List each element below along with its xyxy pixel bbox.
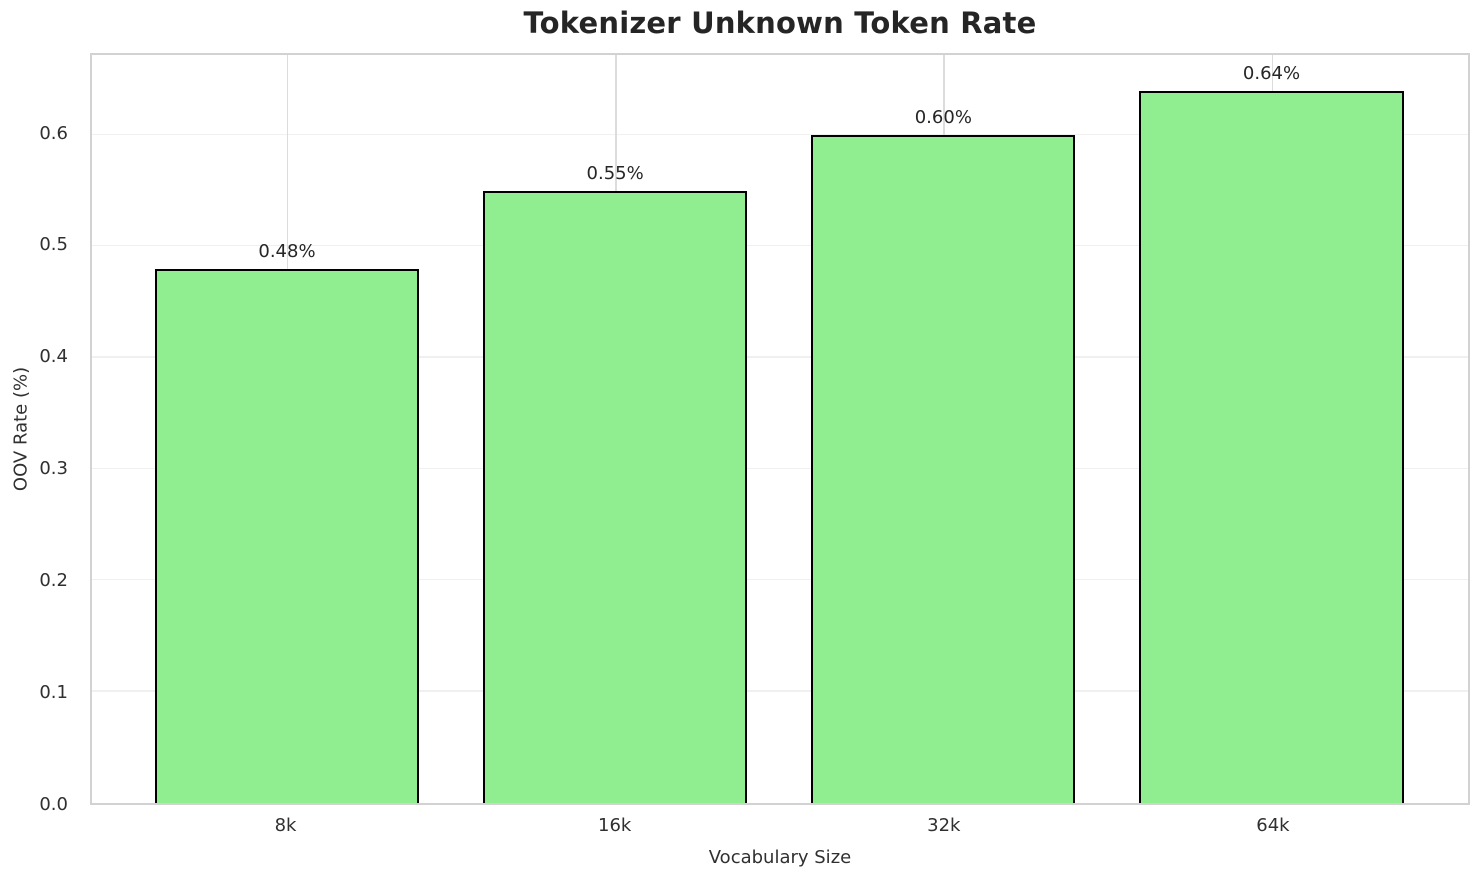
bar-value-label: 0.55%: [586, 162, 644, 184]
horizontal-gridline: [92, 690, 1468, 692]
y-tick-label: 0.3: [39, 458, 68, 480]
bar-value-label: 0.64%: [1242, 62, 1301, 84]
y-tick-labels: 0.0 0.1 0.2 0.3 0.4 0.5 0.6: [0, 53, 80, 813]
chart-title: Tokenizer Unknown Token Rate: [523, 6, 1037, 40]
plot-area: 0.48% 0.55% 0.60% 0.64%: [90, 53, 1470, 805]
x-tick-labels: 8k 16k 32k 64k: [90, 815, 1470, 841]
y-tick-label: 0.2: [39, 570, 68, 592]
y-tick-label: 0.5: [39, 234, 68, 256]
y-tick-label: 0.6: [39, 122, 68, 144]
y-tick-label: 0.1: [39, 682, 68, 704]
horizontal-gridline: [92, 578, 1468, 581]
x-tick-label: 16k: [598, 815, 632, 836]
x-tick-label: 64k: [1256, 815, 1290, 836]
bar-16k: 0.55%: [483, 163, 748, 803]
x-tick-label: 32k: [927, 815, 961, 836]
horizontal-gridline: [92, 244, 1468, 247]
bar-value-label: 0.60%: [914, 107, 972, 129]
x-axis-label: Vocabulary Size: [708, 847, 852, 868]
x-tick-label: 8k: [274, 815, 297, 836]
bar-32k: 0.60%: [811, 107, 1076, 803]
y-tick-label: 0.4: [39, 346, 68, 368]
bar-8k: 0.48%: [154, 241, 420, 803]
bar-value-label: 0.48%: [258, 240, 316, 262]
bar-64k: 0.64%: [1139, 63, 1404, 803]
horizontal-gridline: [92, 467, 1468, 470]
horizontal-gridline: [92, 133, 1468, 136]
y-tick-label: 0.0: [39, 794, 68, 815]
horizontal-gridline: [92, 356, 1468, 358]
